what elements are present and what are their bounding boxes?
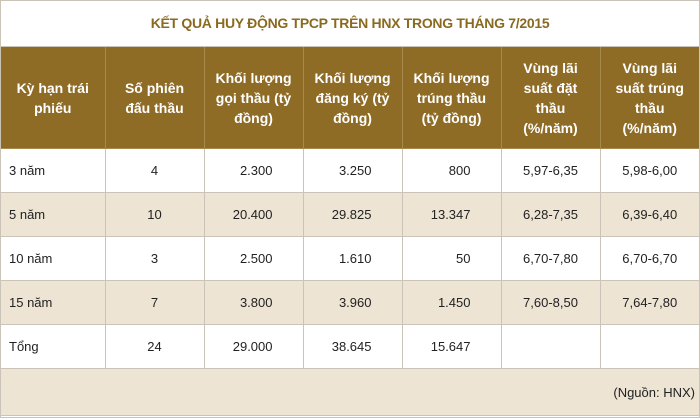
table-cell: 7,64-7,80	[599, 280, 699, 325]
column-header: Kỳ hạn trái phiếu	[1, 47, 106, 149]
table-cell: 29.825	[302, 192, 403, 237]
table-cell: 3.960	[302, 280, 403, 325]
table-cell: 38.645	[302, 324, 403, 369]
table-cell: 20.400	[203, 192, 304, 237]
column-header: Khối lượng trúng thầu (tỷ đồng)	[401, 47, 502, 149]
table-cell: 800	[401, 148, 502, 193]
table-cell	[500, 324, 601, 369]
column-header: Số phiên đấu thầu	[104, 47, 205, 149]
table-cell: Tổng	[1, 324, 106, 369]
table-cell: 29.000	[203, 324, 304, 369]
table-cell: 13.347	[401, 192, 502, 237]
data-table: Kỳ hạn trái phiếu Số phiên đấu thầu Khối l…	[1, 47, 699, 416]
table-row: 3 năm 4 2.300 3.250 800 5,97-6,35 5,98-6,00	[1, 148, 699, 193]
table-row: 10 năm 3 2.500 1.610 50 6,70-7,80 6,70-6,70	[1, 236, 699, 281]
table-cell: 3.250	[302, 148, 403, 193]
table-title: KẾT QUẢ HUY ĐỘNG TPCP TRÊN HNX TRONG THÁ…	[1, 1, 699, 47]
table-cell: 7	[104, 280, 205, 325]
table-cell: 2.500	[203, 236, 304, 281]
table-cell: 50	[401, 236, 502, 281]
table-cell	[599, 324, 699, 369]
table-cell: 6,39-6,40	[599, 192, 699, 237]
table-cell: 10	[104, 192, 205, 237]
column-header: Vùng lãi suất đặt thầu (%/năm)	[500, 47, 601, 149]
table-cell: 6,28-7,35	[500, 192, 601, 237]
table-cell: 1.610	[302, 236, 403, 281]
table-cell: 2.300	[203, 148, 304, 193]
table-row: 5 năm 10 20.400 29.825 13.347 6,28-7,35 6,39-6…	[1, 192, 699, 237]
header-row: Kỳ hạn trái phiếu Số phiên đấu thầu Khối l…	[1, 47, 699, 149]
table-cell: 15 năm	[1, 280, 106, 325]
table-cell: 5,98-6,00	[599, 148, 699, 193]
table-cell: 4	[104, 148, 205, 193]
table-cell: 6,70-6,70	[599, 236, 699, 281]
column-header: Vùng lãi suất trúng thầu (%/năm)	[599, 47, 699, 149]
column-header: Khối lượng đăng ký (tỷ đồng)	[302, 47, 403, 149]
table-cell: 15.647	[401, 324, 502, 369]
table-row: 15 năm 7 3.800 3.960 1.450 7,60-8,50 7,64-7,80	[1, 280, 699, 325]
table-cell: 5 năm	[1, 192, 106, 237]
column-header: Khối lượng gọi thầu (tỷ đồng)	[203, 47, 304, 149]
total-row: Tổng 24 29.000 38.645 15.647	[1, 324, 699, 369]
table-cell: 3.800	[203, 280, 304, 325]
table-cell: 3 năm	[1, 148, 106, 193]
table-cell: 10 năm	[1, 236, 106, 281]
table-cell: 3	[104, 236, 205, 281]
table-cell: 1.450	[401, 280, 502, 325]
table-cell: 24	[104, 324, 205, 369]
table-cell: 6,70-7,80	[500, 236, 601, 281]
source-note: (Nguồn: HNX)	[1, 368, 699, 416]
table-cell: 7,60-8,50	[500, 280, 601, 325]
table-cell: 5,97-6,35	[500, 148, 601, 193]
